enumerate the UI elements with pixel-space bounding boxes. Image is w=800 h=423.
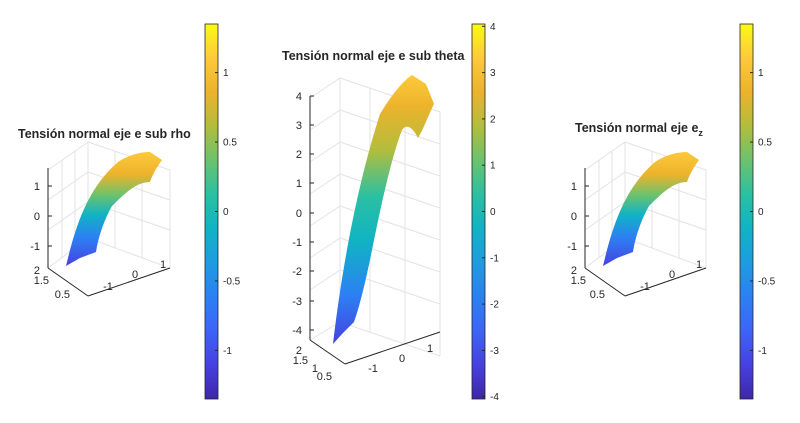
colorbar-tick-label: -2 — [490, 300, 499, 311]
surface-theta — [333, 75, 434, 344]
panel-z: Tensión normal eje ez 1 0 -1 — [567, 23, 776, 400]
x-tick-label: -1 — [103, 281, 113, 293]
axis-lines-z — [584, 168, 707, 297]
y-ticks-theta: 2 1.5 1 0.5 — [293, 345, 332, 383]
z-tick-label: 3 — [296, 120, 302, 132]
x-ticks-theta: -1 0 1 — [368, 343, 433, 375]
z-tick-label: -4 — [292, 325, 302, 337]
colorbar-tick-label: -4 — [490, 392, 499, 403]
colorbar-z: 1 0.5 0 -0.5 -1 — [739, 23, 776, 400]
surface-rho — [66, 152, 162, 266]
y-tick-label: 2 — [296, 345, 302, 357]
y-tick-label: 1.5 — [34, 275, 49, 287]
colorbar-tick-label: 0.5 — [758, 138, 772, 149]
panel-rho: Tensión normal eje e sub rho 1 0 — [18, 23, 241, 400]
y-ticks-z: 2 1.5 0.5 — [571, 265, 605, 301]
colorbar-tick-label: 0 — [758, 207, 764, 218]
x-ticks-z: -1 0 1 — [640, 259, 702, 293]
panel-theta: Tensión normal eje e sub theta — [282, 22, 499, 403]
z-tick-label: 1 — [296, 178, 302, 190]
z-tick-label: -1 — [567, 241, 577, 253]
x-ticks-rho: -1 0 1 — [103, 259, 166, 293]
chart-title-z: Tensión normal eje ez — [575, 121, 703, 138]
colorbar-tick-label: 0 — [223, 207, 229, 218]
axis-lines-rho — [47, 168, 171, 297]
y-ticks-rho: 2 1.5 0.5 — [34, 265, 70, 301]
x-tick-label: 1 — [160, 259, 166, 271]
colorbar-tick-label: 4 — [490, 22, 496, 33]
z-ticks-z: 1 0 -1 — [567, 181, 589, 253]
surface-z — [603, 152, 699, 266]
colorbar-tick-label: -3 — [490, 346, 499, 357]
y-tick-label: 1.5 — [571, 275, 586, 287]
colorbar-tick-label: -0.5 — [223, 276, 241, 287]
y-tick-label: 2 — [34, 265, 40, 277]
y-tick-label: 1.5 — [293, 355, 308, 367]
z-tick-label: 0 — [571, 211, 577, 223]
x-tick-label: 1 — [427, 343, 433, 355]
x-tick-label: -1 — [640, 281, 650, 293]
colorbar-tick-label: 0.5 — [223, 138, 237, 149]
z-tick-label: -3 — [292, 296, 302, 308]
colorbar-rho: 1 0.5 0 -0.5 -1 — [204, 23, 241, 400]
z-tick-label: 1 — [571, 181, 577, 193]
colorbar-theta: 4 3 2 1 0 -1 -2 -3 -4 — [471, 22, 499, 403]
z-ticks-theta: 4 3 2 1 0 -1 -2 -3 -4 — [292, 91, 314, 337]
z-tick-label: -1 — [30, 241, 40, 253]
colorbar-tick-label: -0.5 — [758, 276, 776, 287]
z-ticks-rho: 1 0 -1 — [30, 181, 52, 253]
chart-title-rho: Tensión normal eje e sub rho — [18, 127, 191, 141]
x-tick-label: 0 — [669, 269, 675, 281]
z-tick-label: -2 — [292, 266, 302, 278]
colorbar-tick-label: -1 — [758, 346, 767, 357]
y-tick-label: 0.5 — [317, 371, 332, 383]
y-tick-label: 0.5 — [55, 289, 70, 301]
z-tick-label: 0 — [34, 211, 40, 223]
z-tick-label: 1 — [34, 181, 40, 193]
colorbar-tick-label: -1 — [490, 253, 499, 264]
z-tick-label: 0 — [296, 208, 302, 220]
colorbar-tick-label: 2 — [490, 114, 496, 125]
x-tick-label: 0 — [399, 353, 405, 365]
x-tick-label: 1 — [696, 259, 702, 271]
colorbar-tick-label: 1 — [490, 161, 496, 172]
z-tick-label: 2 — [296, 149, 302, 161]
colorbar-tick-label: 1 — [758, 68, 764, 79]
axis-lines-theta — [309, 96, 441, 365]
chart-title-theta: Tensión normal eje e sub theta — [282, 49, 465, 63]
y-tick-label: 2 — [571, 265, 577, 277]
y-tick-label: 0.5 — [590, 289, 605, 301]
x-tick-label: -1 — [368, 363, 378, 375]
y-tick-label: 1 — [312, 363, 318, 375]
x-tick-label: 0 — [132, 269, 138, 281]
z-tick-label: -1 — [292, 237, 302, 249]
colorbar-tick-label: 3 — [490, 68, 496, 79]
z-tick-label: 4 — [296, 91, 302, 103]
colorbar-tick-label: -1 — [223, 346, 232, 357]
colorbar-tick-label: 1 — [223, 68, 229, 79]
colorbar-tick-label: 0 — [490, 207, 496, 218]
